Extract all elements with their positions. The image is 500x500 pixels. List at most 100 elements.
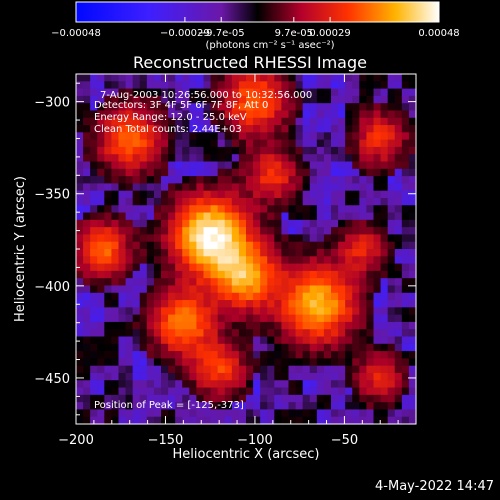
heatmap-cell <box>295 351 304 359</box>
heatmap-cell <box>153 321 162 330</box>
heatmap-cell <box>189 176 198 184</box>
heatmap-cell <box>104 183 113 192</box>
heatmap-cell <box>267 190 275 199</box>
heatmap-cell <box>302 132 311 141</box>
heatmap-cell <box>253 394 261 403</box>
heatmap-cell <box>316 110 325 119</box>
heatmap-cell <box>83 270 91 279</box>
heatmap-cell <box>104 409 113 418</box>
heatmap-cell <box>153 190 162 199</box>
heatmap-cell <box>189 416 198 425</box>
heatmap-cell <box>125 219 134 228</box>
heatmap-cell <box>387 292 396 301</box>
heatmap-cell <box>281 176 290 184</box>
heatmap-cell <box>182 205 190 214</box>
heatmap-cell <box>408 365 417 374</box>
heatmap-cell <box>83 285 91 294</box>
heatmap-cell <box>288 372 297 381</box>
heatmap-cell <box>394 263 403 272</box>
heatmap-cell <box>302 103 311 112</box>
heatmap-cell <box>90 234 98 243</box>
heatmap-cell <box>408 219 417 228</box>
heatmap-cell <box>408 197 417 206</box>
heatmap-cell <box>380 402 389 411</box>
heatmap-cell <box>373 227 382 236</box>
heatmap-cell <box>97 205 105 214</box>
heatmap-cell <box>111 161 120 170</box>
heatmap-cell <box>90 314 98 323</box>
heatmap-cell <box>175 139 183 148</box>
heatmap-cell <box>111 402 120 411</box>
heatmap-cell <box>224 168 233 177</box>
heatmap-cell <box>111 132 120 141</box>
heatmap-cell <box>401 234 410 243</box>
heatmap-cell <box>238 300 247 308</box>
heatmap-cell <box>224 380 233 389</box>
heatmap-cell <box>196 278 205 287</box>
heatmap-cell <box>408 88 417 97</box>
heatmap-cell <box>90 256 98 265</box>
heatmap-cell <box>118 358 127 367</box>
heatmap-cell <box>316 351 325 359</box>
heatmap-cell <box>118 219 127 228</box>
heatmap-cell <box>295 300 304 308</box>
heatmap-cell <box>366 351 375 359</box>
heatmap-cell <box>168 402 176 411</box>
heatmap-cell <box>104 139 113 148</box>
heatmap-cell <box>260 88 268 97</box>
heatmap-cell <box>224 183 233 192</box>
heatmap-cell <box>111 205 120 214</box>
heatmap-cell <box>118 205 127 214</box>
heatmap-cell <box>338 321 346 330</box>
heatmap-cell <box>408 256 417 265</box>
heatmap-cell <box>118 197 127 206</box>
heatmap-cell <box>323 416 332 425</box>
heatmap-cell <box>90 336 98 345</box>
heatmap-cell <box>168 387 176 396</box>
heatmap-cell <box>132 416 141 425</box>
heatmap-cell <box>309 409 318 418</box>
heatmap-cell <box>210 103 219 112</box>
heatmap-cell <box>394 154 403 163</box>
heatmap-cell <box>401 321 410 330</box>
heatmap-cell <box>323 329 332 338</box>
heatmap-cell <box>104 146 113 155</box>
heatmap-cell <box>118 132 127 141</box>
heatmap-cell <box>83 358 91 367</box>
heatmap-cell <box>139 161 148 170</box>
heatmap-cell <box>246 197 254 206</box>
heatmap-cell <box>267 278 275 287</box>
heatmap-cell <box>331 336 339 345</box>
heatmap-cell <box>146 154 155 163</box>
heatmap-cell <box>394 103 403 112</box>
heatmap-cell <box>366 394 375 403</box>
heatmap-cell <box>217 212 226 221</box>
heatmap-cell <box>331 74 339 82</box>
heatmap-cell <box>210 168 219 177</box>
heatmap-cell <box>161 212 169 221</box>
heatmap-cell <box>97 416 105 425</box>
heatmap-cell <box>231 358 240 367</box>
heatmap-cell <box>359 125 368 133</box>
heatmap-cell <box>231 329 240 338</box>
heatmap-cell <box>366 110 375 119</box>
heatmap-cell <box>260 161 268 170</box>
heatmap-cell <box>231 132 240 141</box>
heatmap-cell <box>132 292 141 301</box>
heatmap-cell <box>83 168 91 177</box>
heatmap-cell <box>331 146 339 155</box>
heatmap-cell <box>196 212 205 221</box>
heatmap-cell <box>260 300 268 308</box>
heatmap-cell <box>189 88 198 97</box>
heatmap-cell <box>83 154 91 163</box>
heatmap-cell <box>90 343 98 352</box>
heatmap-cell <box>196 139 205 148</box>
heatmap-image <box>76 74 417 425</box>
heatmap-cell <box>345 292 353 301</box>
heatmap-cell <box>295 343 304 352</box>
heatmap-cell <box>274 146 283 155</box>
heatmap-cell <box>175 103 183 112</box>
heatmap-cell <box>274 336 283 345</box>
heatmap-cell <box>125 227 134 236</box>
heatmap-cell <box>373 416 382 425</box>
